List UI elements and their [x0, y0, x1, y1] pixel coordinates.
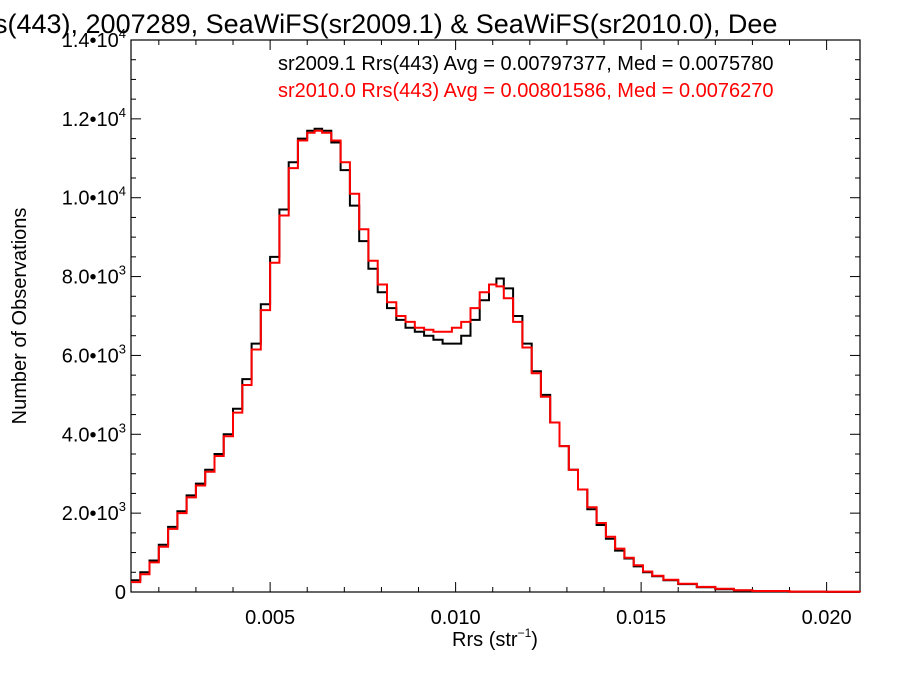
x-tick-label: 0.020	[802, 607, 852, 629]
y-axis-label: Number of Observations	[9, 208, 31, 425]
y-tick-label: 1.2•104	[62, 105, 126, 131]
x-tick-label: 0.005	[245, 607, 295, 629]
series-line-0	[131, 127, 860, 593]
y-tick-label: 1.4•104	[62, 26, 126, 52]
plot-area-border	[130, 39, 861, 593]
x-axis-label-main: Rrs (str	[452, 629, 518, 651]
plot-frame	[130, 39, 861, 593]
legend: sr2009.1 Rrs(443) Avg = 0.00797377, Med …	[278, 53, 774, 102]
series-layer	[131, 127, 861, 593]
x-tick-label: 0.015	[616, 607, 666, 629]
y-tick-label: 4.0•103	[62, 420, 126, 446]
y-tick-label: 2.0•103	[62, 499, 126, 525]
x-axis-label-tail: )	[531, 629, 538, 651]
x-tick-label: 0.010	[431, 607, 481, 629]
y-tick-label: 8.0•103	[62, 263, 126, 289]
y-tick-label: 0	[115, 582, 126, 604]
chart-title: s(443), 2007289, SeaWiFS(sr2009.1) & Sea…	[0, 9, 777, 39]
legend-entry-sr2010: sr2010.0 Rrs(443) Avg = 0.00801586, Med …	[278, 80, 774, 102]
x-axis-label-superscript: −1	[518, 626, 532, 640]
legend-entry-sr2009: sr2009.1 Rrs(443) Avg = 0.00797377, Med …	[278, 53, 774, 75]
series-line-1	[131, 129, 861, 593]
x-axis-ticks: 0.005 0.010 0.015 0.020	[158, 40, 852, 629]
y-tick-label: 1.0•104	[62, 184, 126, 210]
y-axis-ticks: 0 2.0•103 4.0•103 6.0•103 8.0•103 1.0•104 1.2•…	[62, 26, 860, 604]
x-axis-label: Rrs (str−1)	[452, 626, 538, 651]
y-tick-label: 6.0•103	[62, 341, 126, 367]
